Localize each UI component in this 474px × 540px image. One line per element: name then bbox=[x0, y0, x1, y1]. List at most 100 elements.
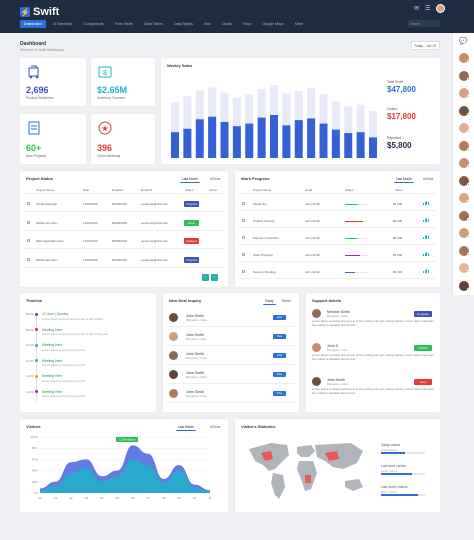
menu-icon[interactable]: ☰ bbox=[425, 6, 431, 12]
y-tick-label: 60% bbox=[32, 457, 38, 461]
nav-item[interactable]: Data Tables bbox=[174, 22, 193, 26]
task-value: $5,000 bbox=[393, 270, 403, 274]
sales-bar bbox=[245, 123, 254, 158]
row-checkbox[interactable] bbox=[242, 236, 245, 239]
chat-icon[interactable]: 💬 bbox=[459, 38, 468, 45]
next-page-button[interactable]: › bbox=[211, 274, 218, 281]
sales-bar bbox=[257, 117, 266, 158]
nav-item[interactable]: UI Elements bbox=[52, 22, 73, 26]
user-avatar[interactable] bbox=[436, 4, 446, 13]
legend-label: Reported bbox=[387, 136, 401, 140]
tab-all-time[interactable]: All time bbox=[423, 177, 434, 181]
contact-avatar[interactable] bbox=[459, 210, 469, 221]
tab-all-time[interactable]: All time bbox=[210, 425, 221, 429]
timeline-title: Meeting Here bbox=[42, 358, 63, 363]
contact-avatar[interactable] bbox=[459, 88, 469, 98]
contact-avatar[interactable] bbox=[459, 70, 469, 81]
view-button[interactable]: View bbox=[273, 334, 286, 339]
contact-avatar[interactable] bbox=[459, 123, 469, 133]
contact-avatar[interactable] bbox=[459, 263, 469, 273]
row-checkbox[interactable] bbox=[242, 253, 245, 256]
timeline-time: 12:00 bbox=[26, 374, 34, 378]
work-progress-card: Work Progress Last Month All time Projec… bbox=[235, 171, 440, 287]
card-title: Support tickets bbox=[312, 298, 342, 303]
person-name: John Smith bbox=[186, 370, 204, 375]
card-title: Timeline bbox=[26, 298, 43, 303]
main-nav: Dashboard UI Elements Components Form Stuff… bbox=[20, 20, 307, 28]
contact-avatar[interactable] bbox=[459, 228, 469, 238]
more-actions-icon[interactable]: ⋮ bbox=[212, 239, 215, 243]
tab-month[interactable]: Month bbox=[282, 299, 291, 303]
task-name: Work Progress bbox=[253, 253, 273, 257]
view-button[interactable]: View bbox=[273, 391, 286, 396]
contact-avatar[interactable] bbox=[459, 193, 469, 203]
person-location: Bangalore, India bbox=[186, 394, 207, 398]
more-actions-icon[interactable]: ⋮ bbox=[212, 202, 215, 206]
contact-avatar[interactable] bbox=[459, 158, 469, 168]
stat-value: Lorem Ipsum bbox=[381, 447, 398, 452]
view-button[interactable]: View bbox=[273, 315, 286, 320]
more-actions-icon[interactable]: ⋮ bbox=[212, 220, 215, 225]
nav-item[interactable]: Charts bbox=[221, 22, 233, 26]
tab-last-month[interactable]: Last Month bbox=[176, 425, 196, 431]
online-indicator bbox=[467, 252, 470, 256]
project-date: 11/01/2016 bbox=[83, 257, 98, 262]
stat-label: Product Deliveries bbox=[26, 96, 54, 100]
view-button[interactable]: View bbox=[273, 353, 286, 358]
row-checkbox[interactable] bbox=[242, 219, 245, 222]
sales-bar bbox=[220, 121, 229, 158]
task-value: $5,000 bbox=[393, 219, 403, 223]
row-checkbox[interactable] bbox=[27, 202, 30, 205]
more-actions-icon[interactable]: ⋮ bbox=[212, 257, 215, 262]
nav-item[interactable]: More bbox=[294, 22, 304, 26]
document-icon bbox=[28, 121, 40, 135]
nav-item[interactable]: Components bbox=[83, 22, 104, 26]
nav-item[interactable]: Data Tables bbox=[144, 22, 163, 26]
contact-avatar[interactable] bbox=[459, 245, 469, 256]
timeline-time: 11:00 bbox=[26, 358, 34, 363]
search-input[interactable]: Search bbox=[408, 20, 440, 27]
timeline-dot bbox=[35, 390, 38, 393]
support-tickets-card: Support tickets Melanie Smith Bangalore, … bbox=[306, 293, 440, 412]
project-name: Web Application Dev... bbox=[36, 239, 66, 243]
ticket-text: Lorem Ipsum is simply dummy text of the … bbox=[312, 319, 434, 327]
nav-item[interactable]: Dashboard bbox=[20, 20, 46, 28]
row-checkbox[interactable] bbox=[27, 220, 30, 224]
nav-item[interactable]: Google Maps bbox=[262, 22, 284, 26]
contact-avatar[interactable] bbox=[459, 140, 469, 151]
contact-avatar[interactable] bbox=[459, 53, 469, 63]
app-logo[interactable]: ⚡ Swift bbox=[20, 6, 59, 18]
tab-all-time[interactable]: All time bbox=[210, 177, 221, 181]
mail-icon[interactable]: ✉ bbox=[414, 6, 420, 12]
contact-avatar[interactable] bbox=[459, 280, 469, 291]
row-checkbox[interactable] bbox=[27, 239, 30, 242]
contact-avatar[interactable] bbox=[459, 105, 469, 116]
timeline-dot bbox=[35, 374, 38, 378]
x-tick-label: 02 bbox=[69, 496, 73, 500]
nav-item[interactable]: Shop bbox=[243, 22, 252, 26]
nav-item[interactable]: Form Stuffs bbox=[114, 22, 134, 26]
stat-progress-bar bbox=[381, 494, 425, 496]
sales-bar-bg bbox=[171, 102, 179, 158]
stat-card-deliveries: 2,696 Product Deliveries bbox=[20, 58, 86, 106]
tab-last-month[interactable]: Last Month bbox=[394, 177, 414, 183]
contact-avatar[interactable] bbox=[459, 175, 469, 186]
weekly-sales-card: Weekly Sales Total Profit $47,800 Orders… bbox=[161, 58, 440, 164]
prev-page-button[interactable]: ‹ bbox=[202, 274, 209, 281]
row-checkbox[interactable] bbox=[27, 257, 30, 261]
row-checkbox[interactable] bbox=[242, 270, 245, 273]
card-title: Weekly Sales bbox=[167, 63, 193, 68]
date-button[interactable]: Today - Jan 15 bbox=[411, 41, 440, 50]
view-button[interactable]: View bbox=[273, 372, 286, 377]
status-badge: Done bbox=[184, 219, 199, 226]
nav-item[interactable]: Mail bbox=[203, 22, 211, 26]
person-name: John Smith bbox=[186, 332, 204, 337]
task-head: John Smith bbox=[305, 202, 321, 206]
x-tick-label: 11 bbox=[208, 496, 211, 500]
col-header: Action bbox=[209, 188, 218, 192]
timeline-time: 14:00 bbox=[26, 389, 34, 394]
delivery-icon bbox=[28, 65, 39, 79]
tab-today[interactable]: Today bbox=[263, 299, 276, 305]
row-checkbox[interactable] bbox=[242, 202, 245, 205]
tab-last-month[interactable]: Last Month bbox=[180, 177, 200, 183]
